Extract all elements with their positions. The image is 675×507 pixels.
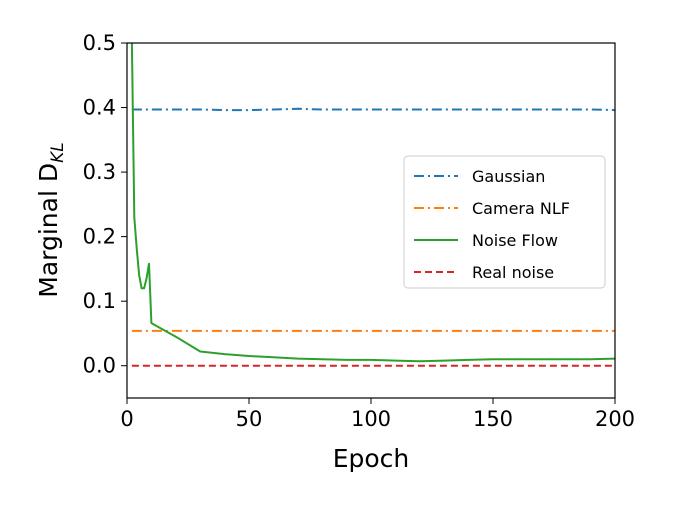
series-layer: [130, 43, 615, 367]
y-axis-label: Marginal DKL: [34, 142, 68, 297]
x-tick-label: 150: [473, 407, 513, 431]
y-tick-label: 0.2: [83, 225, 116, 249]
legend-frame: [403, 155, 606, 289]
y-tick-label: 0.1: [83, 289, 116, 313]
x-tick-label: 0: [120, 407, 133, 431]
y-tick-label: 0.5: [83, 31, 116, 55]
legend-label-gaussian: Gaussian: [472, 167, 545, 186]
x-tick-label: 50: [236, 407, 263, 431]
series-line-gaussian: [131, 107, 615, 112]
x-tick-label: 100: [351, 407, 391, 431]
y-axis-label-main: Marginal D: [34, 163, 63, 298]
x-axis: 0 50 100 150 200: [120, 398, 635, 431]
y-tick-label: 0.0: [83, 354, 116, 378]
y-axis: 0.0 0.1 0.2 0.3 0.4 0.5: [83, 31, 127, 378]
legend: Gaussian Camera NLF Noise Flow Real noise: [403, 155, 606, 289]
x-tick-label: 200: [595, 407, 635, 431]
svg-text:Marginal DKL: Marginal DKL: [34, 142, 68, 297]
y-axis-label-subscript: KL: [48, 142, 68, 163]
legend-label-real-noise: Real noise: [472, 263, 554, 282]
legend-label-camera-nlf: Camera NLF: [472, 199, 570, 218]
legend-label-noise-flow: Noise Flow: [472, 231, 558, 250]
y-tick-label: 0.3: [83, 160, 116, 184]
series-line-noise-flow: [130, 43, 615, 363]
y-tick-label: 0.4: [83, 96, 116, 120]
x-axis-label: Epoch: [333, 444, 410, 473]
